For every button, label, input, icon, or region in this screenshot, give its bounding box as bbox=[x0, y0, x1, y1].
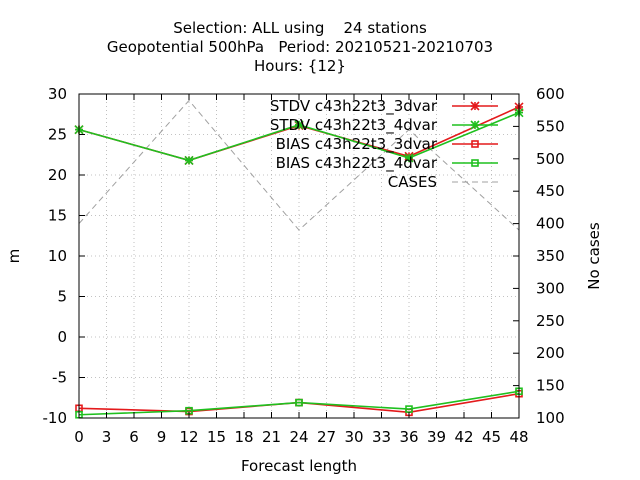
data-point-stdv-c43h22t3-4dvar bbox=[184, 155, 194, 165]
y-tick-label: -5 bbox=[52, 369, 67, 387]
y-tick-label: 0 bbox=[57, 328, 67, 346]
x-tick-label: 39 bbox=[427, 428, 446, 446]
y2-tick-label: 500 bbox=[536, 150, 565, 168]
x-tick-label: 3 bbox=[102, 428, 112, 446]
y2-tick-label: 350 bbox=[536, 247, 565, 265]
legend-marker bbox=[471, 159, 479, 167]
x-tick-label: 21 bbox=[262, 428, 281, 446]
legend-label: CASES bbox=[388, 173, 437, 191]
data-point-stdv-c43h22t3-4dvar bbox=[404, 153, 414, 163]
y-tick-label: 20 bbox=[48, 166, 67, 184]
y-tick-label: 15 bbox=[48, 207, 67, 225]
x-tick-label: 0 bbox=[74, 428, 84, 446]
x-tick-label: 18 bbox=[234, 428, 253, 446]
x-tick-label: 48 bbox=[509, 428, 528, 446]
y-tick-label: 5 bbox=[57, 288, 67, 306]
y2-tick-label: 300 bbox=[536, 279, 565, 297]
y2-tick-label: 400 bbox=[536, 215, 565, 233]
y2-tick-label: 600 bbox=[536, 85, 565, 103]
y2-tick-label: 150 bbox=[536, 377, 565, 395]
legend-label: BIAS c43h22t3_4dvar bbox=[276, 154, 438, 173]
y2-tick-label: 200 bbox=[536, 344, 565, 362]
legend-marker bbox=[471, 140, 479, 148]
legend-label: STDV c43h22t3_4dvar bbox=[270, 116, 438, 135]
series-line-bias-c43h22t3-4dvar bbox=[78, 390, 520, 416]
x-tick-label: 27 bbox=[317, 428, 336, 446]
y-tick-label: -10 bbox=[43, 409, 68, 427]
legend-label: STDV c43h22t3_3dvar bbox=[270, 97, 438, 116]
tick-marks bbox=[78, 93, 520, 419]
chart-title-line-1: Selection: ALL using 24 stations bbox=[173, 19, 427, 37]
y2-tick-label: 550 bbox=[536, 117, 565, 135]
chart-title-line-2: Geopotential 500hPa Period: 20210521-202… bbox=[107, 38, 493, 56]
data-point-stdv-c43h22t3-4dvar bbox=[294, 120, 304, 130]
y2-tick-label: 450 bbox=[536, 182, 565, 200]
legend-marker bbox=[470, 120, 480, 130]
x-tick-label: 6 bbox=[129, 428, 139, 446]
x-tick-labels: 0 3 6 9 12 15 18 21 24 27 30 33 36 39 42 45 48 bbox=[74, 428, 528, 446]
x-tick-label: 36 bbox=[399, 428, 418, 446]
y-tick-label: 10 bbox=[48, 247, 67, 265]
legend-label: BIAS c43h22t3_3dvar bbox=[276, 135, 438, 154]
series-line-cases bbox=[78, 99, 520, 231]
x-tick-label: 15 bbox=[207, 428, 226, 446]
y-axis-label: m bbox=[5, 249, 23, 264]
y-tick-label: 25 bbox=[48, 126, 67, 144]
x-tick-label: 33 bbox=[372, 428, 391, 446]
series-layer bbox=[74, 99, 524, 419]
x-tick-label: 24 bbox=[289, 428, 308, 446]
grid-lines bbox=[79, 94, 519, 418]
x-tick-label: 45 bbox=[482, 428, 501, 446]
x-axis-label: Forecast length bbox=[241, 457, 357, 475]
y2-tick-label: 100 bbox=[536, 409, 565, 427]
y2-tick-label: 250 bbox=[536, 312, 565, 330]
x-tick-label: 9 bbox=[157, 428, 167, 446]
legend-marker bbox=[470, 101, 480, 111]
y-tick-label: 30 bbox=[48, 85, 67, 103]
x-tick-label: 30 bbox=[344, 428, 363, 446]
y2-tick-labels: 100 150 200 250 300 350 400 450 500 550 600 bbox=[536, 85, 565, 427]
x-tick-label: 42 bbox=[454, 428, 473, 446]
y2-axis-label: No cases bbox=[585, 222, 603, 290]
data-point-bias-c43h22t3-4dvar bbox=[295, 398, 303, 407]
x-tick-label: 12 bbox=[179, 428, 198, 446]
y-tick-labels: -10 -5 0 5 10 15 20 25 30 bbox=[43, 85, 68, 427]
chart-title-line-3: Hours: {12} bbox=[254, 57, 346, 75]
